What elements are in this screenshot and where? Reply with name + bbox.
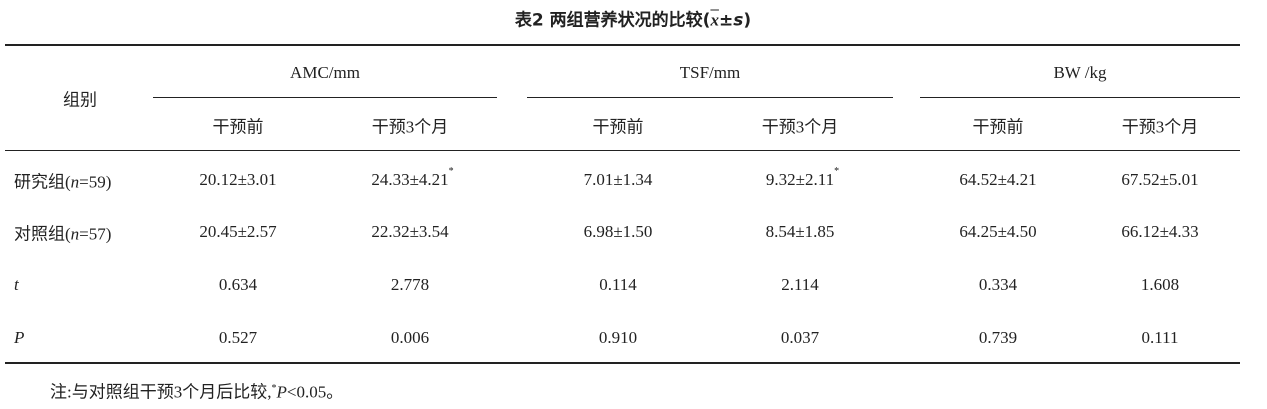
- table-cell: 2.114: [781, 275, 819, 295]
- table-cell: 66.12±4.33: [1121, 222, 1198, 242]
- table-cell: 0.334: [979, 275, 1017, 295]
- table-note: 注:与对照组干预3个月后比较,*P<0.05。: [50, 378, 343, 403]
- title-mean: x: [710, 10, 719, 30]
- cell-value: 8.54±1.85: [765, 222, 835, 241]
- note-text: <0.05。: [286, 382, 344, 402]
- table-cell: 0.634: [219, 275, 257, 295]
- table-cell: 8.54±1.85: [766, 222, 835, 242]
- group-header: TSF/mm: [679, 63, 741, 82]
- cell-value: 0.006: [390, 328, 430, 347]
- table-cell: 24.33±4.21 *: [371, 166, 453, 190]
- title-sd: s: [733, 10, 744, 31]
- cell-value: 0.037: [780, 328, 820, 347]
- table-cell: 67.52±5.01: [1121, 170, 1198, 190]
- table-cell: 0.037: [781, 328, 819, 348]
- note-mark: *: [271, 382, 277, 394]
- table-title: 表2 两组营养状况的比较(x±s): [515, 6, 751, 31]
- cell-value: 0.334: [978, 275, 1018, 294]
- table-cell: 0.527: [219, 328, 257, 348]
- sub-header: 干预前: [212, 117, 264, 137]
- table-cell: 0.910: [599, 328, 637, 348]
- cell-value: 0.527: [218, 328, 258, 347]
- cell-value: 24.33±4.21: [371, 170, 449, 189]
- title-pm: ±: [718, 10, 734, 31]
- table-cell: 2.778: [391, 275, 429, 295]
- header-rule: [5, 150, 1240, 151]
- group-header: AMC/mm: [290, 63, 360, 82]
- table-cell: 20.45±2.57: [199, 222, 276, 242]
- cell-mark: *: [834, 166, 840, 177]
- title-text: ): [743, 10, 752, 31]
- corner-cell: 组别: [63, 90, 97, 110]
- cell-value: 2.114: [781, 275, 819, 294]
- sub-header: 干预前: [592, 117, 644, 137]
- cell-value: 22.32±3.54: [371, 222, 449, 241]
- sub-header: 干预前: [972, 117, 1024, 137]
- cell-value: 66.12±4.33: [1121, 222, 1199, 241]
- cell-value: 0.111: [1141, 328, 1179, 347]
- cell-value: 20.45±2.57: [199, 222, 277, 241]
- row-label: 研究组(n=59): [14, 168, 111, 193]
- cell-value: 9.32±2.11: [765, 170, 835, 189]
- group-rule: [920, 97, 1240, 98]
- cell-mark: *: [448, 166, 454, 177]
- table-cell: 64.25±4.50: [959, 222, 1036, 242]
- sub-header: 干预3个月: [371, 117, 449, 137]
- cell-value: 67.52±5.01: [1121, 170, 1199, 189]
- sub-header: 干预3个月: [1121, 117, 1199, 137]
- group-header: BW /kg: [1053, 63, 1107, 82]
- table-cell: 6.98±1.50: [584, 222, 653, 242]
- note-text: 注:与对照组干预3个月后比较,: [50, 382, 272, 402]
- cell-value: 2.778: [390, 275, 430, 294]
- cell-value: 64.52±4.21: [959, 170, 1037, 189]
- cell-value: 0.634: [218, 275, 258, 294]
- row-label: t: [14, 275, 19, 295]
- title-text: 表2 两组营养状况的比较(: [514, 10, 711, 31]
- group-rule: [527, 97, 893, 98]
- cell-value: 6.98±1.50: [583, 222, 653, 241]
- label-var: t: [14, 275, 19, 294]
- cell-value: 0.739: [978, 328, 1018, 347]
- table-cell: 22.32±3.54: [371, 222, 448, 242]
- top-rule: [5, 44, 1240, 46]
- label-text: 研究组(: [14, 172, 71, 192]
- table-cell: 0.739: [979, 328, 1017, 348]
- cell-value: 0.910: [598, 328, 638, 347]
- cell-value: 7.01±1.34: [583, 170, 653, 189]
- note-var: P: [276, 382, 287, 402]
- sub-header: 干预3个月: [761, 117, 839, 137]
- label-var: n: [70, 172, 80, 192]
- table-cell: 0.111: [1142, 328, 1179, 348]
- bottom-rule: [5, 362, 1240, 364]
- row-label: 对照组(n=57): [14, 220, 111, 245]
- label-var: n: [70, 224, 80, 244]
- label-text: 对照组(: [14, 224, 71, 244]
- group-rule: [153, 97, 497, 98]
- label-text: =57): [79, 224, 112, 244]
- cell-value: 0.114: [599, 275, 637, 294]
- table-cell: 7.01±1.34: [584, 170, 653, 190]
- table-cell: 1.608: [1141, 275, 1179, 295]
- cell-value: 1.608: [1140, 275, 1180, 294]
- cell-value: 20.12±3.01: [199, 170, 277, 189]
- table-cell: 64.52±4.21: [959, 170, 1036, 190]
- table-cell: 0.114: [599, 275, 637, 295]
- cell-value: 64.25±4.50: [959, 222, 1037, 241]
- label-text: =59): [79, 172, 112, 192]
- row-label: P: [14, 328, 24, 348]
- table-cell: 20.12±3.01: [199, 170, 276, 190]
- table-cell: 0.006: [391, 328, 429, 348]
- label-var: P: [14, 328, 25, 347]
- table-cell: 9.32±2.11 *: [765, 166, 839, 190]
